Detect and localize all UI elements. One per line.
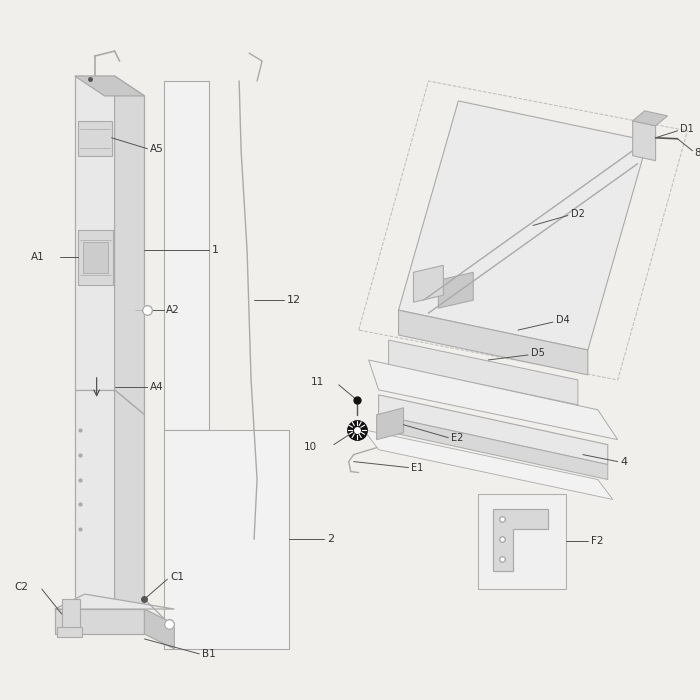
- Text: D4: D4: [556, 315, 570, 325]
- Polygon shape: [494, 510, 548, 571]
- Polygon shape: [379, 395, 608, 465]
- Polygon shape: [164, 430, 289, 649]
- Text: F2: F2: [591, 536, 603, 546]
- Polygon shape: [369, 360, 617, 440]
- Polygon shape: [75, 390, 115, 609]
- Polygon shape: [398, 101, 648, 350]
- Text: D1: D1: [680, 124, 694, 134]
- Text: 11: 11: [311, 377, 324, 387]
- Polygon shape: [379, 415, 608, 480]
- Text: A1: A1: [31, 252, 45, 262]
- Polygon shape: [115, 390, 144, 634]
- Text: 1: 1: [212, 246, 219, 256]
- Polygon shape: [414, 265, 443, 302]
- Text: 8: 8: [694, 148, 700, 158]
- Polygon shape: [83, 242, 108, 273]
- Polygon shape: [164, 81, 209, 430]
- Text: A4: A4: [150, 382, 163, 392]
- Text: 10: 10: [304, 442, 317, 452]
- Polygon shape: [364, 430, 612, 500]
- Text: 2: 2: [327, 534, 334, 545]
- Text: A2: A2: [167, 305, 180, 315]
- Polygon shape: [633, 111, 668, 126]
- Text: C1: C1: [170, 572, 184, 582]
- Text: C2: C2: [14, 582, 28, 592]
- Polygon shape: [377, 408, 403, 440]
- Polygon shape: [57, 627, 82, 637]
- Polygon shape: [389, 340, 578, 405]
- Polygon shape: [633, 121, 656, 161]
- Polygon shape: [78, 121, 111, 155]
- Polygon shape: [398, 310, 588, 375]
- Text: D5: D5: [531, 348, 545, 358]
- Text: D2: D2: [571, 209, 584, 218]
- Polygon shape: [78, 230, 113, 285]
- Polygon shape: [55, 594, 174, 609]
- Polygon shape: [144, 609, 174, 649]
- Polygon shape: [115, 76, 144, 415]
- Text: 4: 4: [621, 456, 628, 467]
- Polygon shape: [438, 272, 473, 308]
- Polygon shape: [478, 494, 566, 589]
- Text: B1: B1: [202, 649, 216, 659]
- Text: E1: E1: [412, 463, 424, 473]
- Text: A5: A5: [150, 144, 163, 154]
- Polygon shape: [75, 76, 115, 390]
- Text: E2: E2: [452, 433, 463, 442]
- Polygon shape: [55, 609, 144, 634]
- Polygon shape: [62, 599, 80, 629]
- Text: 12: 12: [287, 295, 301, 305]
- Polygon shape: [75, 76, 144, 96]
